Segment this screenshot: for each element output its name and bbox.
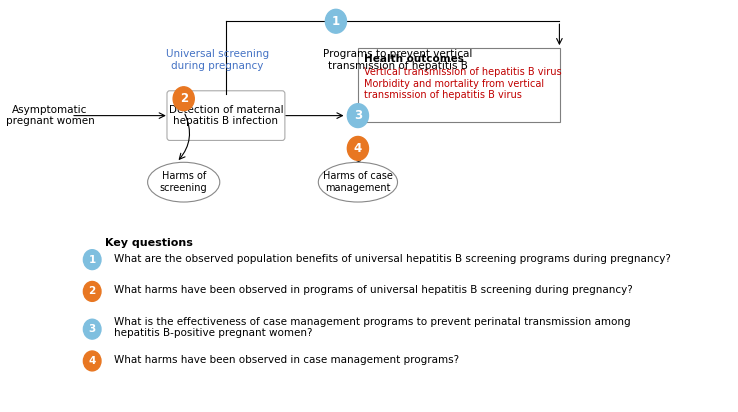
Text: What harms have been observed in programs of universal hepatitis B screening dur: What harms have been observed in program… [114,286,633,295]
Text: Universal screening
during pregnancy: Universal screening during pregnancy [165,49,269,71]
Circle shape [325,9,346,33]
Text: Asymptomatic
pregnant women: Asymptomatic pregnant women [6,105,94,126]
Text: 1: 1 [89,255,96,265]
Text: 2: 2 [179,92,187,105]
FancyBboxPatch shape [358,48,560,122]
Text: Harms of
screening: Harms of screening [160,171,207,193]
Circle shape [348,136,368,160]
Text: hepatitis B-positive pregnant women?: hepatitis B-positive pregnant women? [114,328,313,338]
Circle shape [348,104,368,128]
FancyBboxPatch shape [167,91,285,140]
Text: 1: 1 [332,15,340,28]
Text: Morbidity and mortality from vertical: Morbidity and mortality from vertical [364,79,544,89]
Text: Harms of case
management: Harms of case management [323,171,393,193]
Text: 2: 2 [89,286,96,296]
Circle shape [83,250,101,269]
Text: Programs to prevent vertical
transmission of hepatitis B: Programs to prevent vertical transmissio… [323,49,472,71]
Circle shape [83,281,101,301]
Ellipse shape [148,162,220,202]
Text: What are the observed population benefits of universal hepatitis B screening pro: What are the observed population benefit… [114,254,671,264]
Text: Vertical transmission of hepatitis B virus: Vertical transmission of hepatitis B vir… [364,67,562,77]
Text: Key questions: Key questions [106,238,193,248]
Ellipse shape [318,162,398,202]
Circle shape [173,87,194,111]
Circle shape [83,319,101,339]
Text: 3: 3 [354,109,362,122]
Text: 4: 4 [354,142,362,155]
Text: transmission of hepatitis B virus: transmission of hepatitis B virus [364,90,522,100]
Text: 3: 3 [89,324,96,334]
Text: Detection of maternal
hepatitis B infection: Detection of maternal hepatitis B infect… [168,105,283,126]
Text: 4: 4 [89,356,96,366]
Text: What harms have been observed in case management programs?: What harms have been observed in case ma… [114,355,459,365]
Text: What is the effectiveness of case management programs to prevent perinatal trans: What is the effectiveness of case manage… [114,317,631,327]
Circle shape [83,351,101,371]
Text: Health outcomes: Health outcomes [364,54,464,64]
